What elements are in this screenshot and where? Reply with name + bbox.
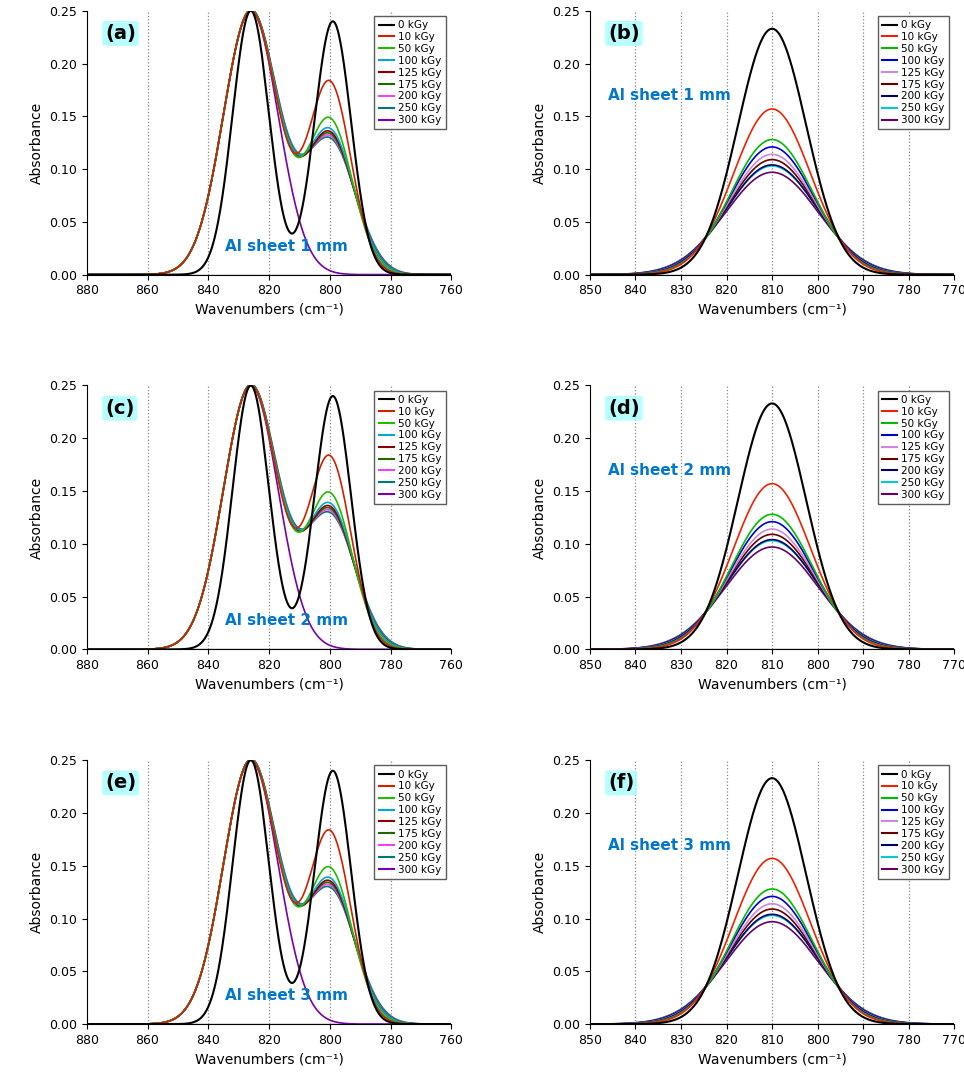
- Legend: 0 kGy, 10 kGy, 50 kGy, 100 kGy, 125 kGy, 175 kGy, 200 kGy, 250 kGy, 300 kGy: 0 kGy, 10 kGy, 50 kGy, 100 kGy, 125 kGy,…: [374, 16, 446, 129]
- Legend: 0 kGy, 10 kGy, 50 kGy, 100 kGy, 125 kGy, 175 kGy, 200 kGy, 250 kGy, 300 kGy: 0 kGy, 10 kGy, 50 kGy, 100 kGy, 125 kGy,…: [374, 390, 446, 505]
- X-axis label: Wavenumbers (cm⁻¹): Wavenumbers (cm⁻¹): [195, 1052, 343, 1066]
- X-axis label: Wavenumbers (cm⁻¹): Wavenumbers (cm⁻¹): [698, 678, 846, 692]
- Text: (e): (e): [105, 773, 136, 792]
- Text: (d): (d): [608, 399, 640, 417]
- X-axis label: Wavenumbers (cm⁻¹): Wavenumbers (cm⁻¹): [698, 303, 846, 317]
- Text: (b): (b): [608, 24, 640, 43]
- Y-axis label: Absorbance: Absorbance: [532, 852, 547, 934]
- Text: Al sheet 1 mm: Al sheet 1 mm: [226, 238, 348, 253]
- Text: (f): (f): [608, 773, 634, 792]
- Text: (c): (c): [105, 399, 134, 417]
- Y-axis label: Absorbance: Absorbance: [532, 101, 547, 183]
- Text: Al sheet 2 mm: Al sheet 2 mm: [608, 462, 731, 478]
- Y-axis label: Absorbance: Absorbance: [30, 852, 43, 934]
- Legend: 0 kGy, 10 kGy, 50 kGy, 100 kGy, 125 kGy, 175 kGy, 200 kGy, 250 kGy, 300 kGy: 0 kGy, 10 kGy, 50 kGy, 100 kGy, 125 kGy,…: [374, 765, 446, 879]
- Legend: 0 kGy, 10 kGy, 50 kGy, 100 kGy, 125 kGy, 175 kGy, 200 kGy, 250 kGy, 300 kGy: 0 kGy, 10 kGy, 50 kGy, 100 kGy, 125 kGy,…: [877, 765, 950, 879]
- Legend: 0 kGy, 10 kGy, 50 kGy, 100 kGy, 125 kGy, 175 kGy, 200 kGy, 250 kGy, 300 kGy: 0 kGy, 10 kGy, 50 kGy, 100 kGy, 125 kGy,…: [877, 390, 950, 505]
- Y-axis label: Absorbance: Absorbance: [532, 476, 547, 558]
- Text: Al sheet 3 mm: Al sheet 3 mm: [608, 838, 731, 853]
- Y-axis label: Absorbance: Absorbance: [30, 476, 43, 558]
- Y-axis label: Absorbance: Absorbance: [30, 101, 43, 183]
- X-axis label: Wavenumbers (cm⁻¹): Wavenumbers (cm⁻¹): [195, 303, 343, 317]
- Text: (a): (a): [105, 24, 136, 43]
- Text: Al sheet 1 mm: Al sheet 1 mm: [608, 88, 731, 103]
- Text: Al sheet 2 mm: Al sheet 2 mm: [226, 613, 348, 628]
- Legend: 0 kGy, 10 kGy, 50 kGy, 100 kGy, 125 kGy, 175 kGy, 200 kGy, 250 kGy, 300 kGy: 0 kGy, 10 kGy, 50 kGy, 100 kGy, 125 kGy,…: [877, 16, 950, 129]
- X-axis label: Wavenumbers (cm⁻¹): Wavenumbers (cm⁻¹): [698, 1052, 846, 1066]
- Text: Al sheet 3 mm: Al sheet 3 mm: [226, 989, 348, 1003]
- X-axis label: Wavenumbers (cm⁻¹): Wavenumbers (cm⁻¹): [195, 678, 343, 692]
